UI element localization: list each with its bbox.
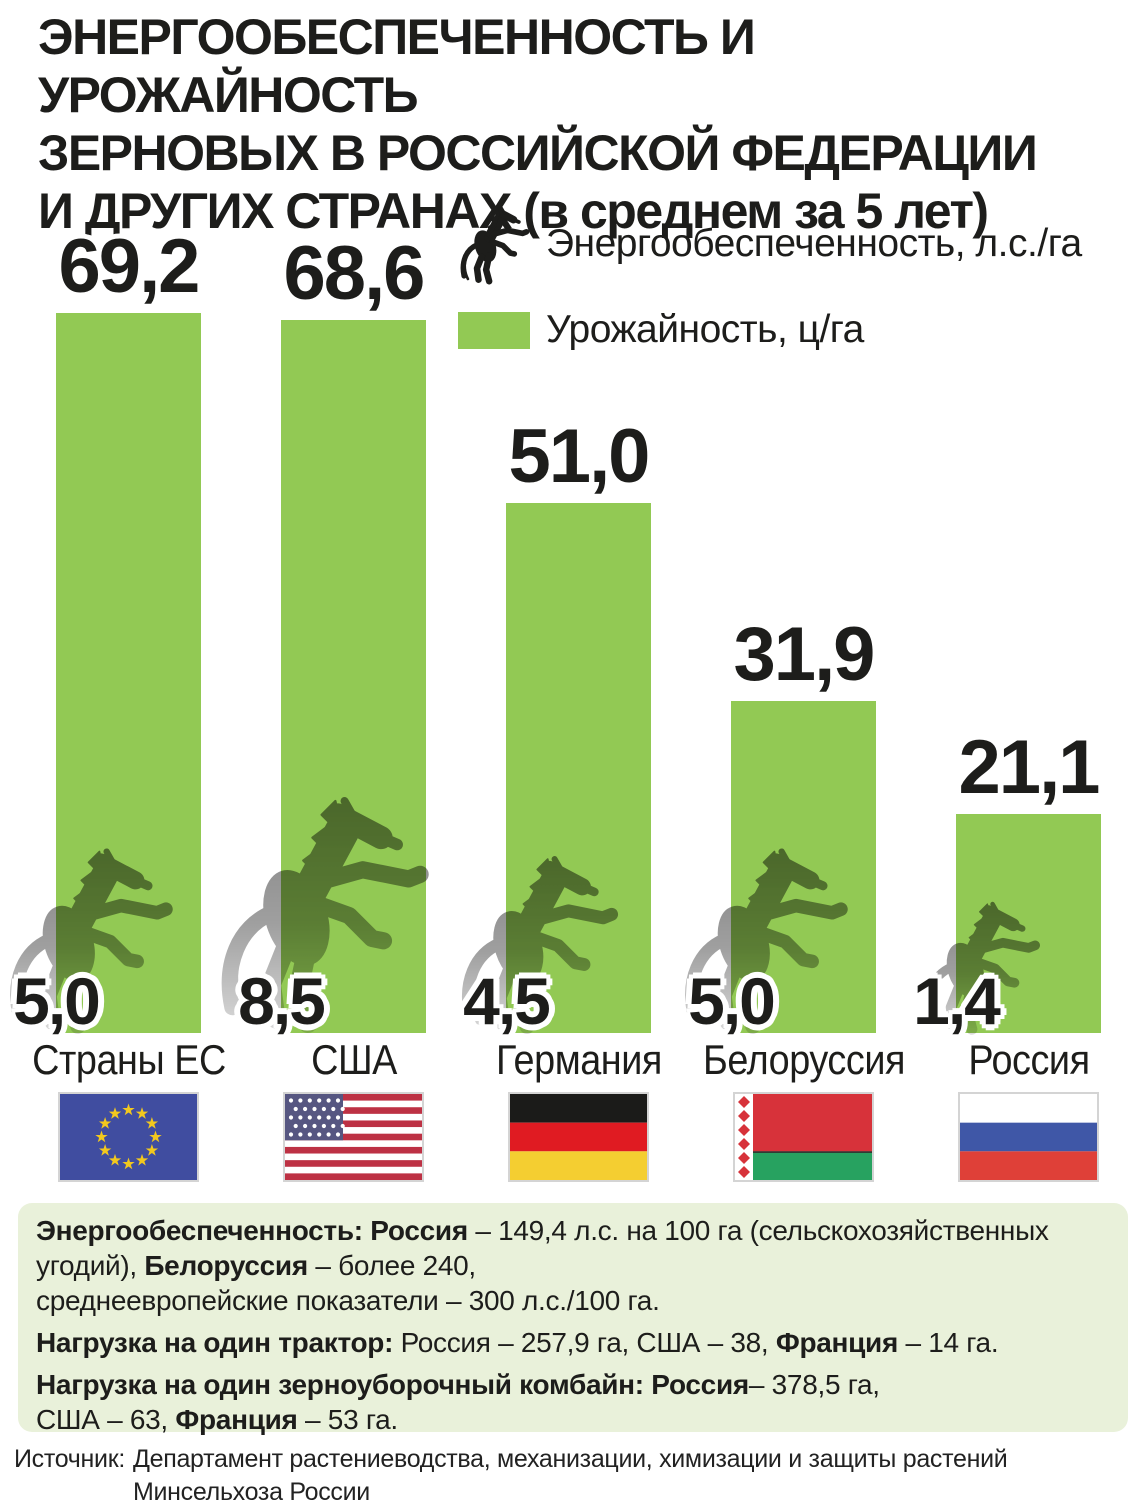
country-label: Страны ЕС	[31, 1036, 226, 1083]
page-title: ЭНЕРГООБЕСПЕЧЕННОСТЬ И УРОЖАЙНОСТЬ ЗЕРНО…	[38, 9, 1038, 239]
yield-color-swatch	[458, 311, 530, 349]
source-line: Источник: Департамент растениеводства, м…	[14, 1443, 1124, 1506]
country-label: США	[310, 1036, 397, 1083]
yield-value-label: 68,6	[283, 230, 426, 316]
legend-yield-label: Урожайность, ц/га	[546, 308, 864, 351]
info-paragraph-tractor: Нагрузка на один трактор: Россия – 257,9…	[36, 1327, 999, 1358]
source-label: Источник:	[14, 1445, 125, 1473]
legend-yield-row: Урожайность, ц/га	[458, 308, 1082, 352]
horse-icon	[458, 198, 540, 290]
flag-germany-icon	[508, 1092, 649, 1182]
info-paragraph-energy: Энергообеспеченность: Россия – 149,4 л.с…	[36, 1215, 1049, 1316]
chart-legend: Энергообеспеченность, л.с./га Урожайност…	[458, 198, 1082, 352]
yield-value-label: 31,9	[733, 612, 876, 698]
flag-russia-icon	[958, 1092, 1099, 1182]
yield-value-label: 51,0	[508, 413, 651, 499]
horsepower-icon	[452, 847, 633, 1037]
country-label: Россия	[967, 1036, 1090, 1083]
horsepower-icon	[916, 895, 1051, 1037]
country-label: Германия	[495, 1036, 662, 1083]
flag-belarus-icon	[733, 1092, 874, 1182]
legend-energy-row: Энергообеспеченность, л.с./га	[458, 198, 1082, 290]
info-box: Энергообеспеченность: Россия – 149,4 л.с…	[18, 1203, 1128, 1435]
source-text: Департамент растениеводства, механизации…	[132, 1445, 1008, 1506]
flag-usa-icon	[283, 1092, 424, 1182]
horsepower-icon	[209, 785, 448, 1037]
horsepower-value-label: 4,5	[463, 964, 551, 1038]
country-label: Белоруссия	[702, 1036, 905, 1083]
flag-eu-icon	[58, 1092, 199, 1182]
horsepower-value-label: 8,5	[238, 964, 326, 1038]
yield-value-label: 21,1	[958, 724, 1101, 810]
yield-swatch-holder	[458, 311, 540, 349]
horsepower-value-label: 5,0	[13, 964, 101, 1038]
horsepower-value-label: 5,0	[688, 964, 776, 1038]
horsepower-value-label: 1,4	[913, 964, 1001, 1038]
horsepower-icon	[0, 839, 188, 1037]
yield-value-label: 69,2	[58, 224, 201, 310]
horsepower-icon	[675, 839, 863, 1037]
legend-energy-label: Энергообеспеченность, л.с./га	[546, 222, 1082, 265]
info-paragraph-combine: Нагрузка на один зерноуборочный комбайн:…	[36, 1369, 880, 1435]
